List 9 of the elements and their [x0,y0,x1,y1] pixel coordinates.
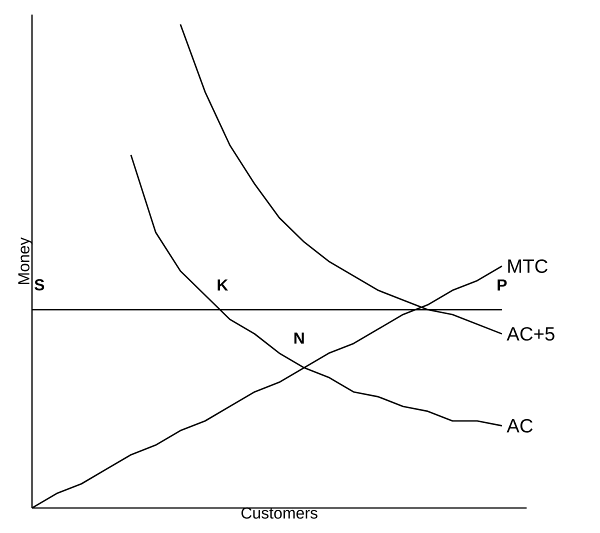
series-label: AC [506,418,533,432]
series-label: MTC [508,259,548,273]
annotation: S [34,278,44,290]
x-axis-title: Customers [241,507,318,519]
annotation: N [294,332,304,344]
annotation: P [498,279,507,290]
annotation: K [218,279,228,290]
y-axis-title: Money [18,237,33,284]
series-label: AC+5 [506,326,554,341]
